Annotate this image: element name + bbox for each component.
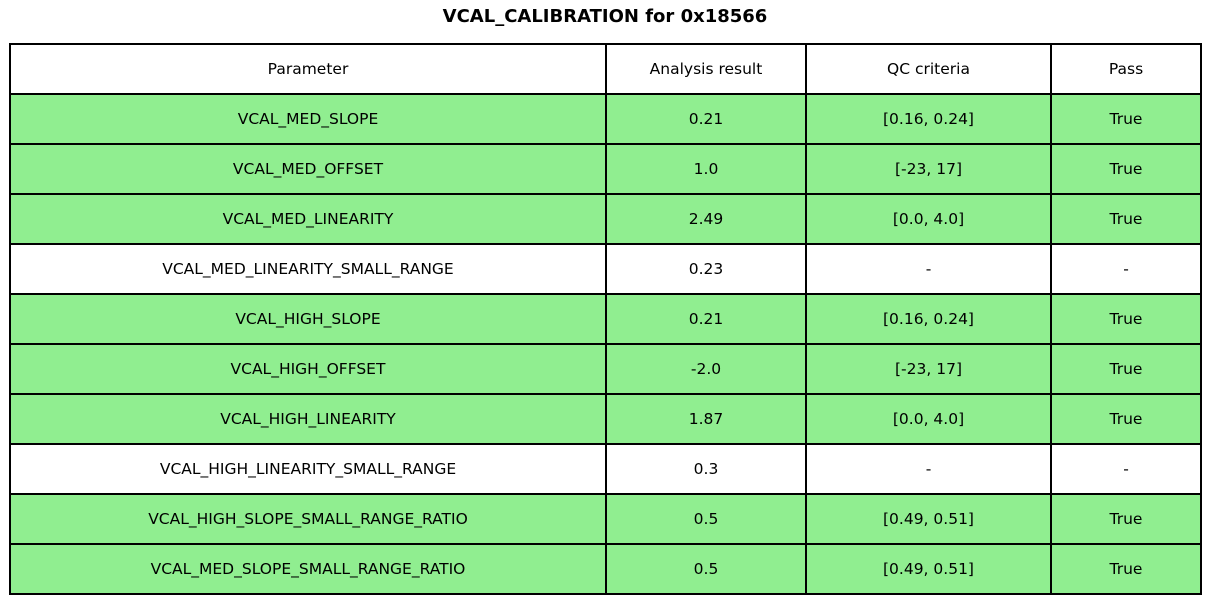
cell-analysis-result: 0.3 [605,443,807,495]
cell-qc-criteria: [-23, 17] [805,143,1052,195]
cell-parameter: VCAL_MED_SLOPE_SMALL_RANGE_RATIO [9,543,607,595]
cell-qc-criteria: [0.49, 0.51] [805,543,1052,595]
table-row: VCAL_HIGH_SLOPE 0.21 [0.16, 0.24] True [9,293,1202,345]
cell-pass: True [1050,493,1202,545]
cell-qc-criteria: [0.49, 0.51] [805,493,1052,545]
cell-analysis-result: 0.5 [605,493,807,545]
table-row: VCAL_MED_SLOPE_SMALL_RANGE_RATIO 0.5 [0.… [9,543,1202,595]
cell-analysis-result: 0.5 [605,543,807,595]
cell-parameter: VCAL_MED_OFFSET [9,143,607,195]
table-row: VCAL_MED_OFFSET 1.0 [-23, 17] True [9,143,1202,195]
cell-pass: True [1050,343,1202,395]
cell-parameter: VCAL_HIGH_SLOPE_SMALL_RANGE_RATIO [9,493,607,545]
cell-pass: True [1050,293,1202,345]
cell-qc-criteria: [0.0, 4.0] [805,393,1052,445]
cell-parameter: VCAL_HIGH_LINEARITY_SMALL_RANGE [9,443,607,495]
cell-analysis-result: 0.21 [605,293,807,345]
cell-qc-criteria: [0.16, 0.24] [805,293,1052,345]
header-row: Parameter Analysis result QC criteria Pa… [9,43,1202,95]
cell-analysis-result: 2.49 [605,193,807,245]
cell-analysis-result: -2.0 [605,343,807,395]
cell-parameter: VCAL_HIGH_SLOPE [9,293,607,345]
cell-pass: True [1050,143,1202,195]
cell-qc-criteria: - [805,243,1052,295]
cell-pass: True [1050,93,1202,145]
column-header-pass: Pass [1050,43,1202,95]
cell-analysis-result: 1.87 [605,393,807,445]
column-header-qc-criteria: QC criteria [805,43,1052,95]
cell-qc-criteria: [0.16, 0.24] [805,93,1052,145]
cell-pass: True [1050,543,1202,595]
figure-title: VCAL_CALIBRATION for 0x18566 [442,6,768,27]
cell-analysis-result: 1.0 [605,143,807,195]
cell-parameter: VCAL_HIGH_LINEARITY [9,393,607,445]
column-header-parameter: Parameter [9,43,607,95]
cell-pass: True [1050,393,1202,445]
cell-pass: True [1050,193,1202,245]
table-row: VCAL_HIGH_OFFSET -2.0 [-23, 17] True [9,343,1202,395]
cell-qc-criteria: [-23, 17] [805,343,1052,395]
table-row: VCAL_HIGH_LINEARITY 1.87 [0.0, 4.0] True [9,393,1202,445]
table-row: VCAL_MED_LINEARITY 2.49 [0.0, 4.0] True [9,193,1202,245]
table-row: VCAL_MED_SLOPE 0.21 [0.16, 0.24] True [9,93,1202,145]
cell-pass: - [1050,243,1202,295]
cell-parameter: VCAL_MED_SLOPE [9,93,607,145]
cell-analysis-result: 0.23 [605,243,807,295]
cell-qc-criteria: - [805,443,1052,495]
cell-qc-criteria: [0.0, 4.0] [805,193,1052,245]
cell-parameter: VCAL_MED_LINEARITY_SMALL_RANGE [9,243,607,295]
column-header-analysis-result: Analysis result [605,43,807,95]
table-row: VCAL_HIGH_SLOPE_SMALL_RANGE_RATIO 0.5 [0… [9,493,1202,545]
qc-results-table: Parameter Analysis result QC criteria Pa… [9,43,1202,595]
cell-analysis-result: 0.21 [605,93,807,145]
cell-parameter: VCAL_MED_LINEARITY [9,193,607,245]
table-row: VCAL_MED_LINEARITY_SMALL_RANGE 0.23 - - [9,243,1202,295]
table-row: VCAL_HIGH_LINEARITY_SMALL_RANGE 0.3 - - [9,443,1202,495]
cell-pass: - [1050,443,1202,495]
cell-parameter: VCAL_HIGH_OFFSET [9,343,607,395]
